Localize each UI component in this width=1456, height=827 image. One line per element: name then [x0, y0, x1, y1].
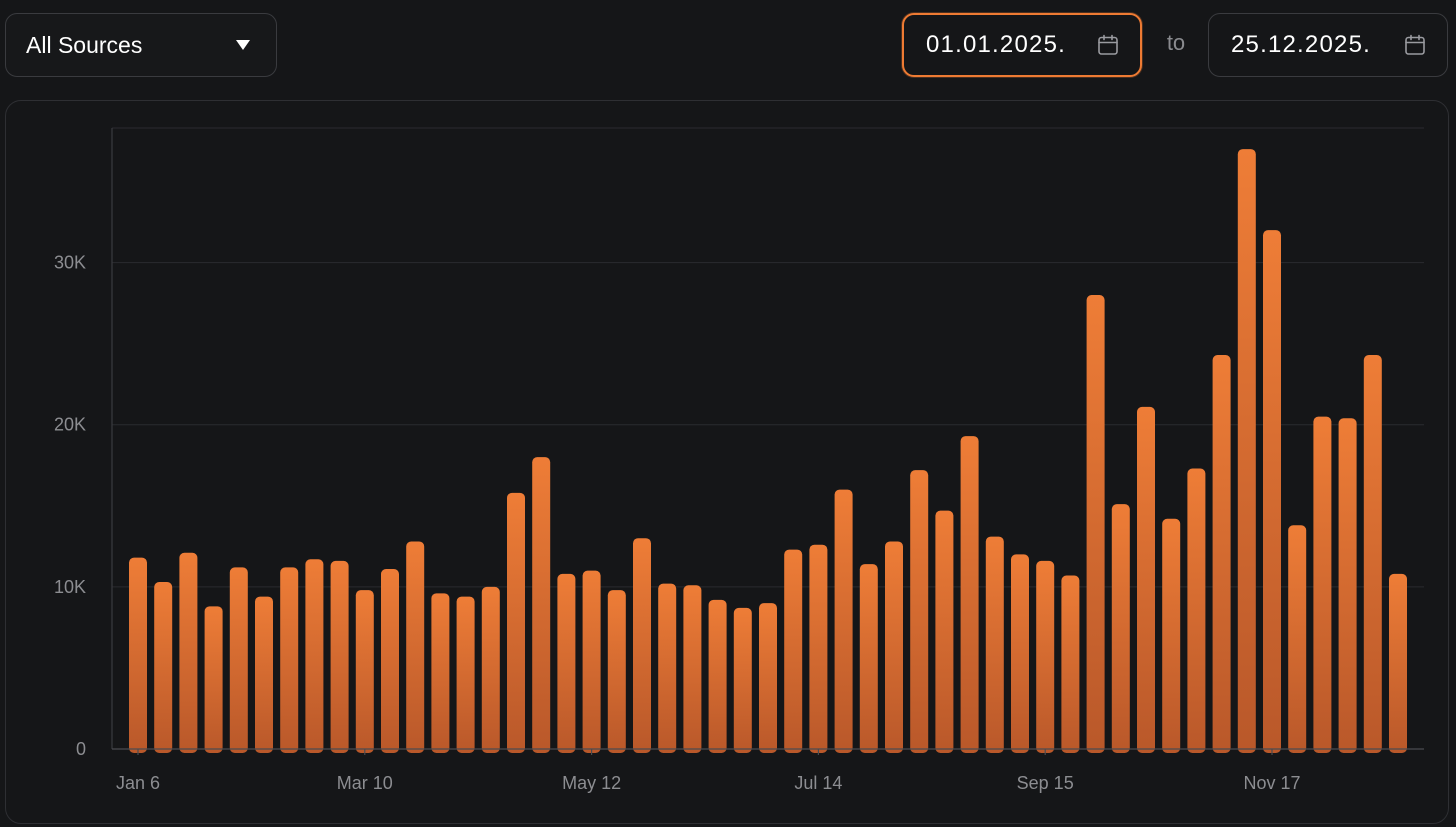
bar — [507, 492, 525, 753]
x-tick-label: Nov 17 — [1243, 773, 1300, 793]
bar — [1338, 418, 1357, 753]
bar — [1263, 230, 1281, 754]
bar — [1187, 468, 1206, 753]
bar — [1011, 554, 1029, 753]
calendar-icon[interactable] — [1096, 33, 1120, 57]
bar-chart: 0 10K 20K 30K Jan 6 Mar 10 May 12 Jul 14 Sep 15 N… — [54, 127, 1424, 793]
y-tick-label: 10K — [54, 577, 86, 597]
x-tick-label: May 12 — [562, 773, 621, 793]
bar — [985, 536, 1004, 753]
bar — [910, 470, 929, 753]
y-tick-label: 0 — [76, 739, 86, 759]
bar — [1111, 504, 1130, 753]
chart-card: 0 10K 20K 30K Jan 6 Mar 10 May 12 Jul 14 Sep 15 N… — [5, 100, 1449, 824]
bar — [607, 590, 626, 753]
bar — [885, 541, 903, 753]
date-from-value: 01.01.2025. — [926, 31, 1066, 58]
y-tick-label: 30K — [54, 253, 86, 273]
bar — [1061, 575, 1080, 753]
date-to-value: 25.12.2025. — [1231, 31, 1371, 58]
bar — [834, 489, 853, 753]
bar — [204, 606, 223, 753]
bar — [859, 564, 878, 753]
bar — [1389, 573, 1407, 753]
bar — [532, 457, 551, 753]
bar — [1137, 406, 1155, 753]
bar — [1212, 354, 1231, 753]
bar — [1363, 354, 1382, 753]
bar — [784, 549, 803, 753]
chevron-down-icon — [236, 40, 250, 50]
bar — [582, 570, 601, 753]
bar — [129, 557, 147, 753]
source-dropdown[interactable]: All Sources — [5, 13, 277, 77]
bar — [960, 436, 979, 753]
bar — [1036, 560, 1055, 753]
bar — [255, 596, 273, 753]
bar — [456, 596, 475, 753]
y-tick-label: 20K — [54, 415, 86, 435]
bar — [557, 573, 576, 753]
bar — [330, 560, 349, 753]
bar — [708, 599, 727, 753]
bar — [229, 567, 248, 753]
x-tick-label: Jul 14 — [794, 773, 842, 793]
bar — [1313, 416, 1332, 753]
bar — [481, 586, 500, 753]
bar — [759, 603, 777, 753]
x-tick-label: Mar 10 — [337, 773, 393, 793]
bar — [431, 593, 450, 753]
bar — [406, 541, 425, 753]
date-from-field[interactable]: 01.01.2025. — [902, 13, 1142, 77]
calendar-icon[interactable] — [1403, 33, 1427, 57]
bar — [1086, 295, 1105, 753]
bar — [733, 607, 752, 753]
bar — [658, 583, 677, 753]
bar — [355, 590, 374, 753]
bar — [1288, 525, 1307, 753]
bar — [1162, 518, 1181, 753]
date-range-separator: to — [1166, 30, 1186, 55]
x-tick-label: Jan 6 — [116, 773, 160, 793]
bar — [683, 585, 702, 753]
bar — [381, 569, 399, 753]
bar — [1237, 149, 1256, 754]
bar — [280, 567, 299, 753]
bar — [305, 559, 324, 753]
bar — [935, 510, 954, 753]
source-dropdown-label: All Sources — [26, 31, 143, 58]
bar — [633, 538, 651, 753]
bar — [809, 544, 828, 753]
bar — [154, 581, 173, 753]
x-tick-label: Sep 15 — [1017, 773, 1074, 793]
bar — [179, 552, 198, 753]
date-to-field[interactable]: 25.12.2025. — [1208, 13, 1448, 77]
